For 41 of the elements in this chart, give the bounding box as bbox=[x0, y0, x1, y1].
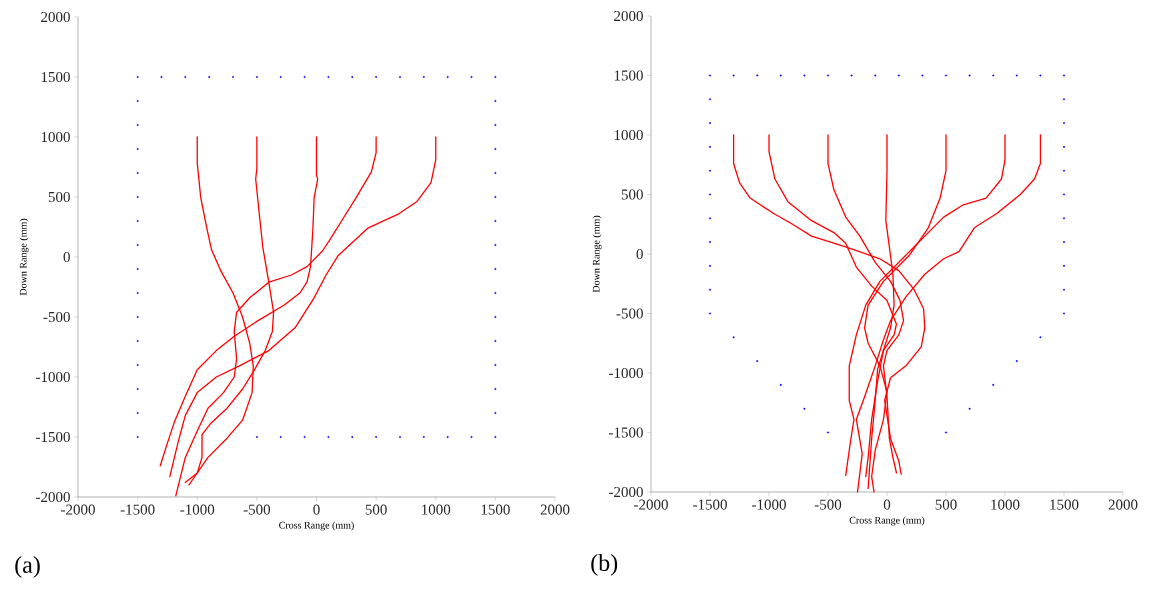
x-tick-label: 1000 bbox=[422, 504, 451, 515]
y-tick-label: 500 bbox=[48, 191, 70, 203]
x-tick-label: -500 bbox=[814, 499, 842, 510]
x-tick-label: 2000 bbox=[540, 504, 570, 515]
y-tick-label: 2000 bbox=[41, 11, 70, 23]
y-tick-label: 2000 bbox=[614, 10, 643, 22]
text: (b) bbox=[591, 554, 618, 576]
y-tick-label: 1500 bbox=[41, 71, 70, 83]
x-axis-title: Cross Range (mm) bbox=[279, 521, 354, 531]
x-tick-label: 500 bbox=[365, 504, 387, 515]
y-tick-label: 0 bbox=[63, 251, 70, 263]
x-tick-label: -500 bbox=[243, 504, 271, 515]
y-tick-label: 1500 bbox=[614, 70, 643, 81]
y-tick-label: -500 bbox=[43, 311, 70, 323]
x-tick-label: -1500 bbox=[120, 504, 155, 515]
x-tick-label: 1000 bbox=[991, 499, 1020, 510]
x-axis-title: Cross Range (mm) bbox=[849, 516, 925, 526]
y-tick-label: -1000 bbox=[609, 367, 643, 379]
y-axis-title: Down Range (mm) bbox=[19, 218, 29, 296]
x-tick-label: 0 bbox=[883, 499, 891, 510]
x-tick-label: -2000 bbox=[634, 499, 668, 510]
y-tick-label: -1000 bbox=[36, 371, 70, 383]
y-tick-label: -2000 bbox=[609, 486, 643, 498]
y-tick-label: 1000 bbox=[614, 129, 643, 141]
x-tick-label: -1000 bbox=[180, 504, 215, 515]
x-tick-label: 0 bbox=[313, 504, 320, 515]
x-tick-label: -1000 bbox=[752, 499, 786, 510]
y-tick-label: -1500 bbox=[36, 431, 70, 443]
x-tick-label: 2000 bbox=[1108, 499, 1138, 510]
x-tick-label: 1500 bbox=[1050, 499, 1079, 510]
y-tick-label: 500 bbox=[621, 189, 643, 200]
x-tick-label: 500 bbox=[935, 499, 957, 510]
y-tick-label: 1000 bbox=[41, 131, 70, 143]
x-tick-label: -1500 bbox=[693, 499, 727, 510]
y-tick-label: 0 bbox=[636, 248, 643, 260]
x-tick-label: 1500 bbox=[481, 504, 510, 515]
text: (a) bbox=[15, 556, 40, 578]
y-axis-title: Down Range (mm) bbox=[592, 215, 602, 293]
y-tick-label: -1500 bbox=[609, 427, 643, 438]
y-tick-label: -500 bbox=[616, 308, 643, 319]
x-tick-label: -2000 bbox=[61, 504, 95, 515]
